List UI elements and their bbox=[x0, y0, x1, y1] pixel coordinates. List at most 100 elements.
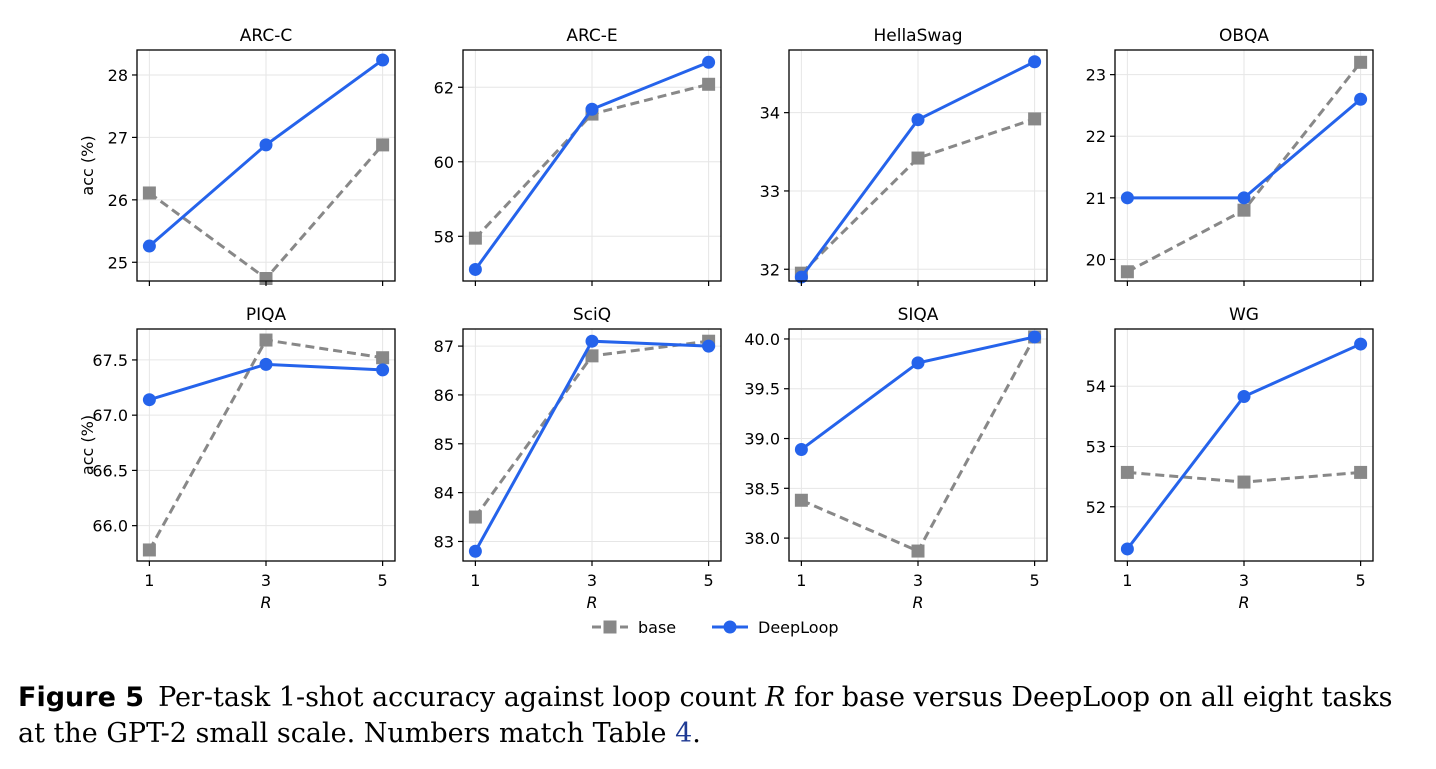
deeploop-marker bbox=[468, 262, 482, 276]
x-tick-label: 1 bbox=[470, 571, 480, 590]
x-tick-label: 3 bbox=[261, 571, 271, 590]
deeploop-marker bbox=[911, 113, 925, 127]
y-tick-label: 66.5 bbox=[92, 461, 128, 480]
panel-wg: 52 53 54 1 3 5 R WG bbox=[1086, 305, 1374, 612]
x-tick-label: 5 bbox=[704, 571, 714, 590]
y-tick-label: 33 bbox=[760, 182, 780, 201]
base-marker bbox=[468, 510, 482, 524]
deeploop-marker bbox=[259, 357, 273, 371]
deeploop-marker bbox=[376, 363, 390, 377]
deeploop-marker bbox=[1237, 191, 1251, 205]
deeploop-marker bbox=[702, 339, 716, 353]
panel-arc-e: 58 60 62 ARC-E bbox=[434, 26, 722, 286]
y-tick-label: 86 bbox=[434, 386, 454, 405]
deeploop-marker bbox=[911, 356, 925, 370]
x-tick-label: 5 bbox=[378, 571, 388, 590]
y-tick-label: 34 bbox=[760, 104, 780, 123]
y-axis-label: acc (%) bbox=[78, 415, 97, 475]
caption-text: Per-task 1-shot accuracy against loop co… bbox=[158, 682, 766, 713]
x-tick-label: 1 bbox=[1122, 571, 1132, 590]
y-tick-label: 27 bbox=[108, 128, 128, 147]
caption-text-continued: for base versus DeepLoop on all eight ta… bbox=[18, 682, 1393, 749]
y-tick-label: 22 bbox=[1086, 127, 1106, 146]
deeploop-marker bbox=[1237, 389, 1251, 403]
panel-obqa: 20 21 22 23 OBQA bbox=[1086, 26, 1374, 286]
deeploop-marker bbox=[1354, 337, 1368, 351]
base-marker bbox=[794, 493, 808, 507]
panel-title: HellaSwag bbox=[873, 26, 962, 46]
deeploop-marker bbox=[585, 102, 599, 116]
panel-siqa: 38.0 38.5 39.0 39.5 40.0 1 3 5 R SIQA bbox=[744, 305, 1048, 612]
y-axis-label: acc (%) bbox=[78, 135, 97, 195]
base-marker bbox=[911, 544, 925, 558]
y-tick-label: 58 bbox=[434, 227, 454, 246]
x-axis-label: R bbox=[912, 593, 923, 612]
deeploop-marker bbox=[794, 270, 808, 284]
table-reference-link[interactable]: 4 bbox=[675, 718, 693, 749]
y-tick-label: 39.5 bbox=[744, 380, 780, 399]
y-tick-label: 85 bbox=[434, 435, 454, 454]
panel-arc-c: 25 26 27 28 acc (%) ARC-C bbox=[78, 26, 396, 286]
y-tick-label: 26 bbox=[108, 191, 128, 210]
figure-caption: Figure 5 Per-task 1-shot accuracy against… bbox=[18, 680, 1423, 752]
x-tick-label: 3 bbox=[587, 571, 597, 590]
y-tick-label: 62 bbox=[434, 78, 454, 97]
x-tick-label: 1 bbox=[144, 571, 154, 590]
panel-sciq: 83 84 85 86 87 1 3 5 R SciQ bbox=[434, 305, 722, 612]
base-marker bbox=[142, 543, 156, 557]
y-tick-label: 38.0 bbox=[744, 529, 780, 548]
y-tick-label: 38.5 bbox=[744, 479, 780, 498]
deeploop-marker bbox=[1028, 330, 1042, 344]
panel-title: SciQ bbox=[573, 305, 611, 325]
base-marker bbox=[1237, 475, 1251, 489]
panel-title: ARC-E bbox=[566, 26, 617, 46]
y-tick-label: 28 bbox=[108, 66, 128, 85]
y-tick-label: 67.5 bbox=[92, 351, 128, 370]
deeploop-marker bbox=[1120, 542, 1134, 556]
base-marker bbox=[376, 351, 390, 365]
panel-title: ARC-C bbox=[240, 26, 292, 46]
y-tick-label: 23 bbox=[1086, 66, 1106, 85]
y-tick-label: 21 bbox=[1086, 189, 1106, 208]
x-tick-label: 3 bbox=[1239, 571, 1249, 590]
base-marker bbox=[142, 186, 156, 200]
base-marker bbox=[911, 151, 925, 165]
base-line bbox=[800, 117, 1036, 275]
y-tick-label: 52 bbox=[1086, 498, 1106, 517]
y-tick-label: 20 bbox=[1086, 250, 1106, 269]
y-tick-label: 32 bbox=[760, 260, 780, 279]
y-tick-label: 25 bbox=[108, 253, 128, 272]
y-tick-label: 53 bbox=[1086, 438, 1106, 457]
x-axis-label: R bbox=[586, 593, 597, 612]
y-tick-label: 83 bbox=[434, 532, 454, 551]
deeploop-marker bbox=[468, 544, 482, 558]
deeploop-marker bbox=[142, 393, 156, 407]
x-axis-label: R bbox=[1238, 593, 1249, 612]
legend-deeploop-label: DeepLoop bbox=[758, 618, 839, 637]
base-marker bbox=[1028, 112, 1042, 126]
base-marker bbox=[585, 349, 599, 363]
x-tick-label: 5 bbox=[1356, 571, 1366, 590]
deeploop-marker bbox=[142, 239, 156, 253]
legend: base DeepLoop bbox=[592, 618, 839, 637]
y-tick-label: 67.0 bbox=[92, 406, 128, 425]
base-marker bbox=[259, 272, 273, 286]
deeploop-marker bbox=[259, 138, 273, 152]
base-marker bbox=[259, 333, 273, 347]
legend-deeploop-marker bbox=[723, 620, 737, 634]
y-tick-label: 39.0 bbox=[744, 430, 780, 449]
panel-title: PIQA bbox=[246, 305, 287, 325]
deeploop-marker bbox=[1120, 191, 1134, 205]
panel-title: WG bbox=[1229, 305, 1259, 325]
deeploop-marker bbox=[376, 53, 390, 67]
y-tick-label: 84 bbox=[434, 484, 454, 503]
caption-label: Figure 5 bbox=[18, 682, 145, 713]
panel-title: OBQA bbox=[1219, 26, 1269, 46]
y-tick-label: 60 bbox=[434, 153, 454, 172]
base-marker bbox=[1120, 265, 1134, 279]
base-marker bbox=[1354, 465, 1368, 479]
y-tick-label: 54 bbox=[1086, 377, 1106, 396]
